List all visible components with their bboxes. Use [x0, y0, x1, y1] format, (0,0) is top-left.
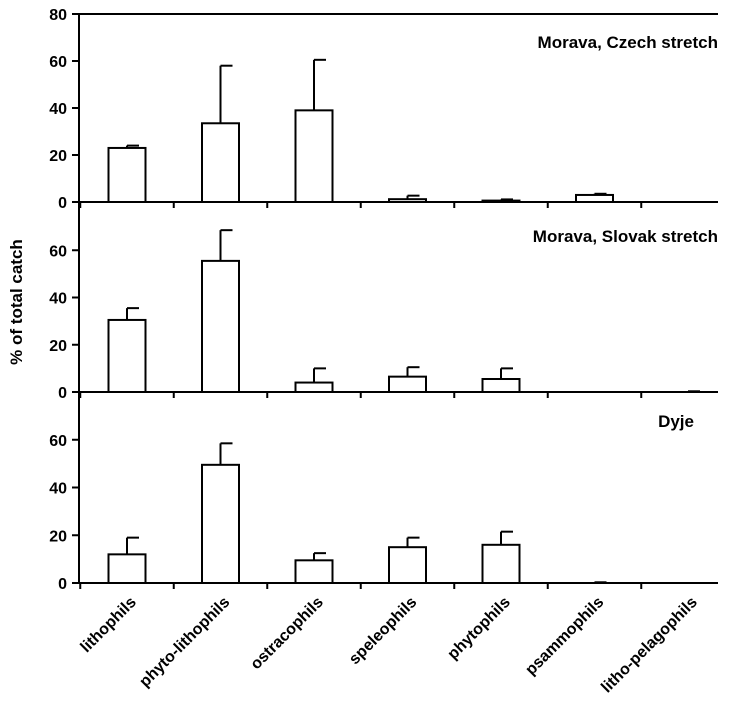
y-tick-label: 40: [49, 101, 67, 118]
bar-ostracophils: [294, 109, 334, 203]
y-tick-label: 0: [58, 576, 67, 593]
bar-speleophils: [388, 546, 427, 584]
bar-ostracophils: [294, 559, 334, 584]
category-label-phyto-lithophils: phyto-lithophils: [136, 594, 233, 691]
bar-lithophils: [107, 318, 147, 394]
y-tick-label: 40: [49, 291, 67, 308]
bar-phytophils: [481, 199, 521, 203]
chart-panels: 0 20 40 60 80 Morava, Czech stretch 0 20 40 60 Mor…: [49, 7, 718, 593]
category-label-ostracophils: ostracophils: [248, 594, 327, 673]
category-label-speleophils: speleophils: [346, 594, 420, 668]
bar-phyto-lithophils: [201, 259, 240, 393]
category-label-phytophils: phytophils: [445, 594, 514, 663]
y-tick-label: 0: [58, 385, 67, 402]
panel-title: Morava, Slovak stretch: [533, 227, 718, 246]
panel-2: 0 20 40 60 Morava, Slovak stretch: [49, 203, 718, 402]
bar-lithophils: [107, 553, 147, 584]
panel-title: Morava, Czech stretch: [538, 33, 718, 52]
bar-psammophils: [575, 193, 614, 203]
y-tick-label: 20: [49, 528, 67, 545]
bar-speleophils: [388, 198, 427, 203]
panel-title: Dyje: [658, 412, 694, 431]
y-tick-label: 40: [49, 481, 67, 498]
y-tick-label: 60: [49, 433, 67, 450]
category-label-lithophils: lithophils: [78, 594, 140, 656]
bar-phytophils: [481, 543, 521, 584]
bar-ostracophils: [294, 381, 334, 393]
bar-phyto-lithophils: [201, 463, 240, 585]
bar-phytophils: [481, 378, 521, 394]
y-tick-label: 20: [49, 338, 67, 355]
y-tick-label: 80: [49, 7, 67, 24]
category-label-litho-pelagophils: litho-pelagophils: [598, 594, 701, 697]
bar-speleophils: [388, 375, 427, 393]
category-label-psammophils: psammophils: [522, 594, 607, 679]
y-tick-label: 60: [49, 243, 67, 260]
panel-3: 0 20 40 60 Dyje: [49, 392, 718, 593]
y-tick-label: 0: [58, 195, 67, 212]
y-axis-label: % of total catch: [7, 239, 26, 365]
y-tick-label: 60: [49, 54, 67, 71]
bar-lithophils: [107, 146, 147, 203]
panel-1: 0 20 40 60 80 Morava, Czech stretch: [49, 7, 718, 212]
y-tick-label: 20: [49, 148, 67, 165]
bar-phyto-lithophils: [201, 122, 240, 203]
